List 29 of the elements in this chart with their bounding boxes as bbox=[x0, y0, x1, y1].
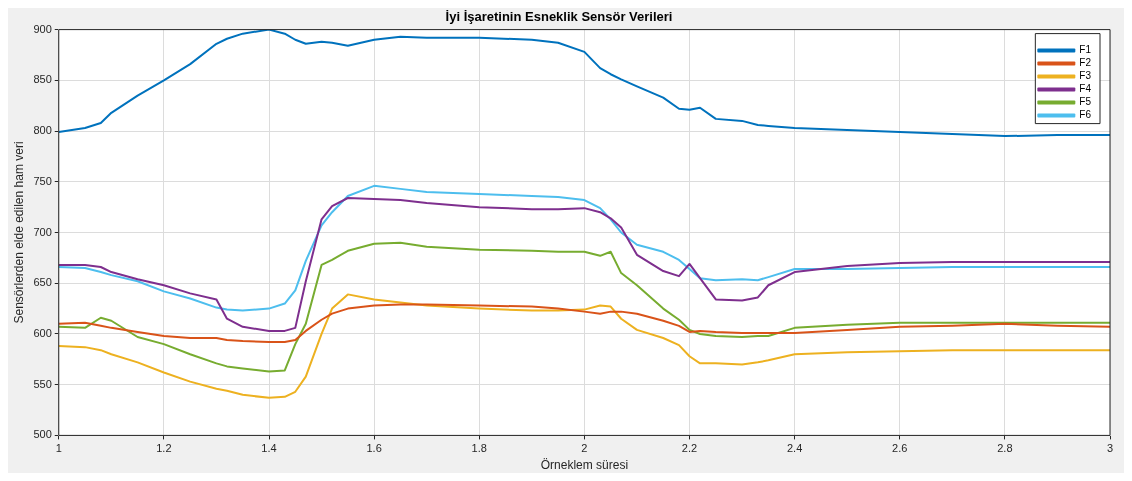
legend-label: F3 bbox=[1079, 70, 1092, 82]
x-tick-label: 2.4 bbox=[786, 442, 803, 455]
x-tick-label: 1 bbox=[55, 442, 62, 455]
legend-label: F5 bbox=[1079, 96, 1092, 108]
y-tick-label: 500 bbox=[33, 428, 52, 441]
x-axis-title: Örneklem süresi bbox=[540, 458, 629, 473]
legend-label: F4 bbox=[1079, 83, 1092, 95]
x-tick-label: 1.6 bbox=[366, 442, 382, 455]
y-tick-label: 650 bbox=[33, 276, 52, 289]
legend-label: F6 bbox=[1079, 109, 1092, 121]
x-tick-label: 1.2 bbox=[156, 442, 172, 455]
y-tick-label: 800 bbox=[33, 124, 52, 137]
chart-title: İyi İşaretinin Esneklik Sensör Verileri bbox=[445, 9, 673, 25]
x-tick-label: 2.2 bbox=[681, 442, 698, 455]
x-tick-label: 1.4 bbox=[261, 442, 277, 455]
legend-label: F1 bbox=[1079, 44, 1092, 56]
y-axis-title: Sensörlerden elde edilen ham veri bbox=[11, 141, 26, 324]
y-tick-label: 600 bbox=[33, 326, 52, 339]
x-tick-label: 2.6 bbox=[892, 442, 908, 455]
y-tick-label: 550 bbox=[33, 377, 52, 390]
x-tick-label: 2 bbox=[581, 442, 588, 455]
y-tick-label: 900 bbox=[33, 22, 52, 35]
x-tick-label: 1.8 bbox=[471, 442, 487, 455]
x-tick-label: 2.8 bbox=[997, 442, 1013, 455]
x-tick-label: 3 bbox=[1106, 442, 1114, 455]
legend-label: F2 bbox=[1079, 57, 1092, 69]
y-tick-label: 750 bbox=[33, 174, 52, 187]
y-tick-label: 700 bbox=[33, 225, 52, 238]
y-tick-label: 850 bbox=[33, 73, 52, 86]
